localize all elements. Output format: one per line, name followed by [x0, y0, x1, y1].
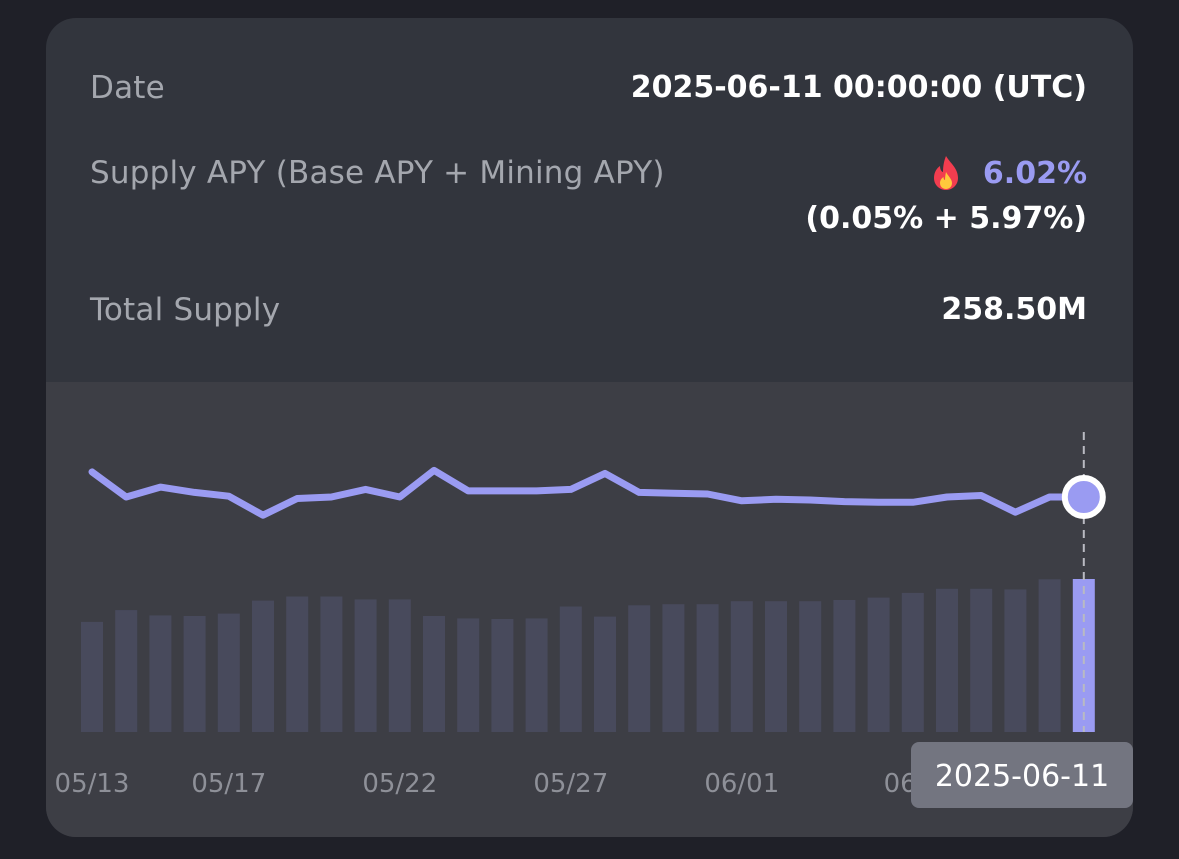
bar-06/07	[936, 588, 958, 732]
bar-05/29	[628, 605, 651, 732]
bar-05/15	[149, 615, 172, 732]
apy-label: Supply APY (Base APY + Mining APY)	[90, 155, 665, 191]
x-tick-label: 05/27	[533, 769, 608, 799]
apy-main: 6.02%	[805, 155, 1087, 191]
apy-card: Date 2025-06-11 00:00:00 (UTC) Supply AP…	[46, 18, 1133, 837]
bar-05/25	[491, 619, 514, 732]
date-label: Date	[90, 70, 165, 106]
apy-breakdown: (0.05% + 5.97%)	[805, 201, 1087, 236]
bar-05/28	[594, 616, 616, 732]
bar-05/26	[525, 618, 548, 732]
apy-percent: 6.02%	[982, 155, 1087, 191]
bar-06/10	[1038, 579, 1061, 732]
bar-06/03	[799, 601, 822, 732]
bar-06/09	[1004, 589, 1027, 732]
bar-05/19	[286, 596, 309, 732]
apy-line	[88, 466, 1088, 519]
tooltip-box	[911, 742, 1133, 808]
fire-icon	[931, 155, 961, 191]
date-value: 2025-06-11 00:00:00 (UTC)	[630, 70, 1087, 105]
selected-point	[1061, 475, 1106, 519]
total-supply-label: Total Supply	[90, 292, 281, 328]
bar-05/27	[559, 606, 582, 732]
bar-06/02	[765, 601, 787, 732]
bar-05/21	[354, 599, 377, 732]
date-tooltip: 2025-06-11	[911, 742, 1133, 808]
x-tick-label: 05/22	[362, 769, 437, 799]
bar-05/31	[696, 604, 719, 732]
tooltip-label: 2025-06-11	[935, 759, 1109, 794]
x-tick-label: 06/01	[704, 769, 779, 799]
bar-05/13	[81, 621, 103, 732]
bar-06/01	[730, 601, 753, 732]
date-row: Date 2025-06-11 00:00:00 (UTC)	[90, 70, 1087, 106]
bar-05/23	[423, 616, 445, 732]
bar-06/05	[867, 597, 890, 732]
bar-06/04	[833, 600, 856, 732]
bar-06/08	[970, 588, 993, 732]
bar-05/18	[252, 600, 274, 732]
bar-series	[81, 579, 1095, 732]
bar-05/16	[183, 616, 206, 732]
bar-05/14	[115, 610, 138, 732]
total-supply-row: Total Supply 258.50M	[90, 292, 1087, 328]
bar-05/22	[388, 599, 411, 732]
bar-05/24	[457, 618, 480, 732]
total-supply-value: 258.50M	[941, 292, 1087, 327]
x-tick-label: 05/17	[191, 769, 266, 799]
bar-05/20	[320, 596, 343, 732]
bar-06/11	[1072, 579, 1095, 732]
apy-row: Supply APY (Base APY + Mining APY) 6.02%…	[90, 155, 1087, 236]
bar-06/06	[901, 592, 924, 732]
apy-value-block: 6.02% (0.05% + 5.97%)	[805, 155, 1087, 237]
bar-05/30	[662, 604, 685, 732]
x-tick-label: 05/13	[55, 769, 130, 799]
bar-05/17	[217, 613, 240, 732]
